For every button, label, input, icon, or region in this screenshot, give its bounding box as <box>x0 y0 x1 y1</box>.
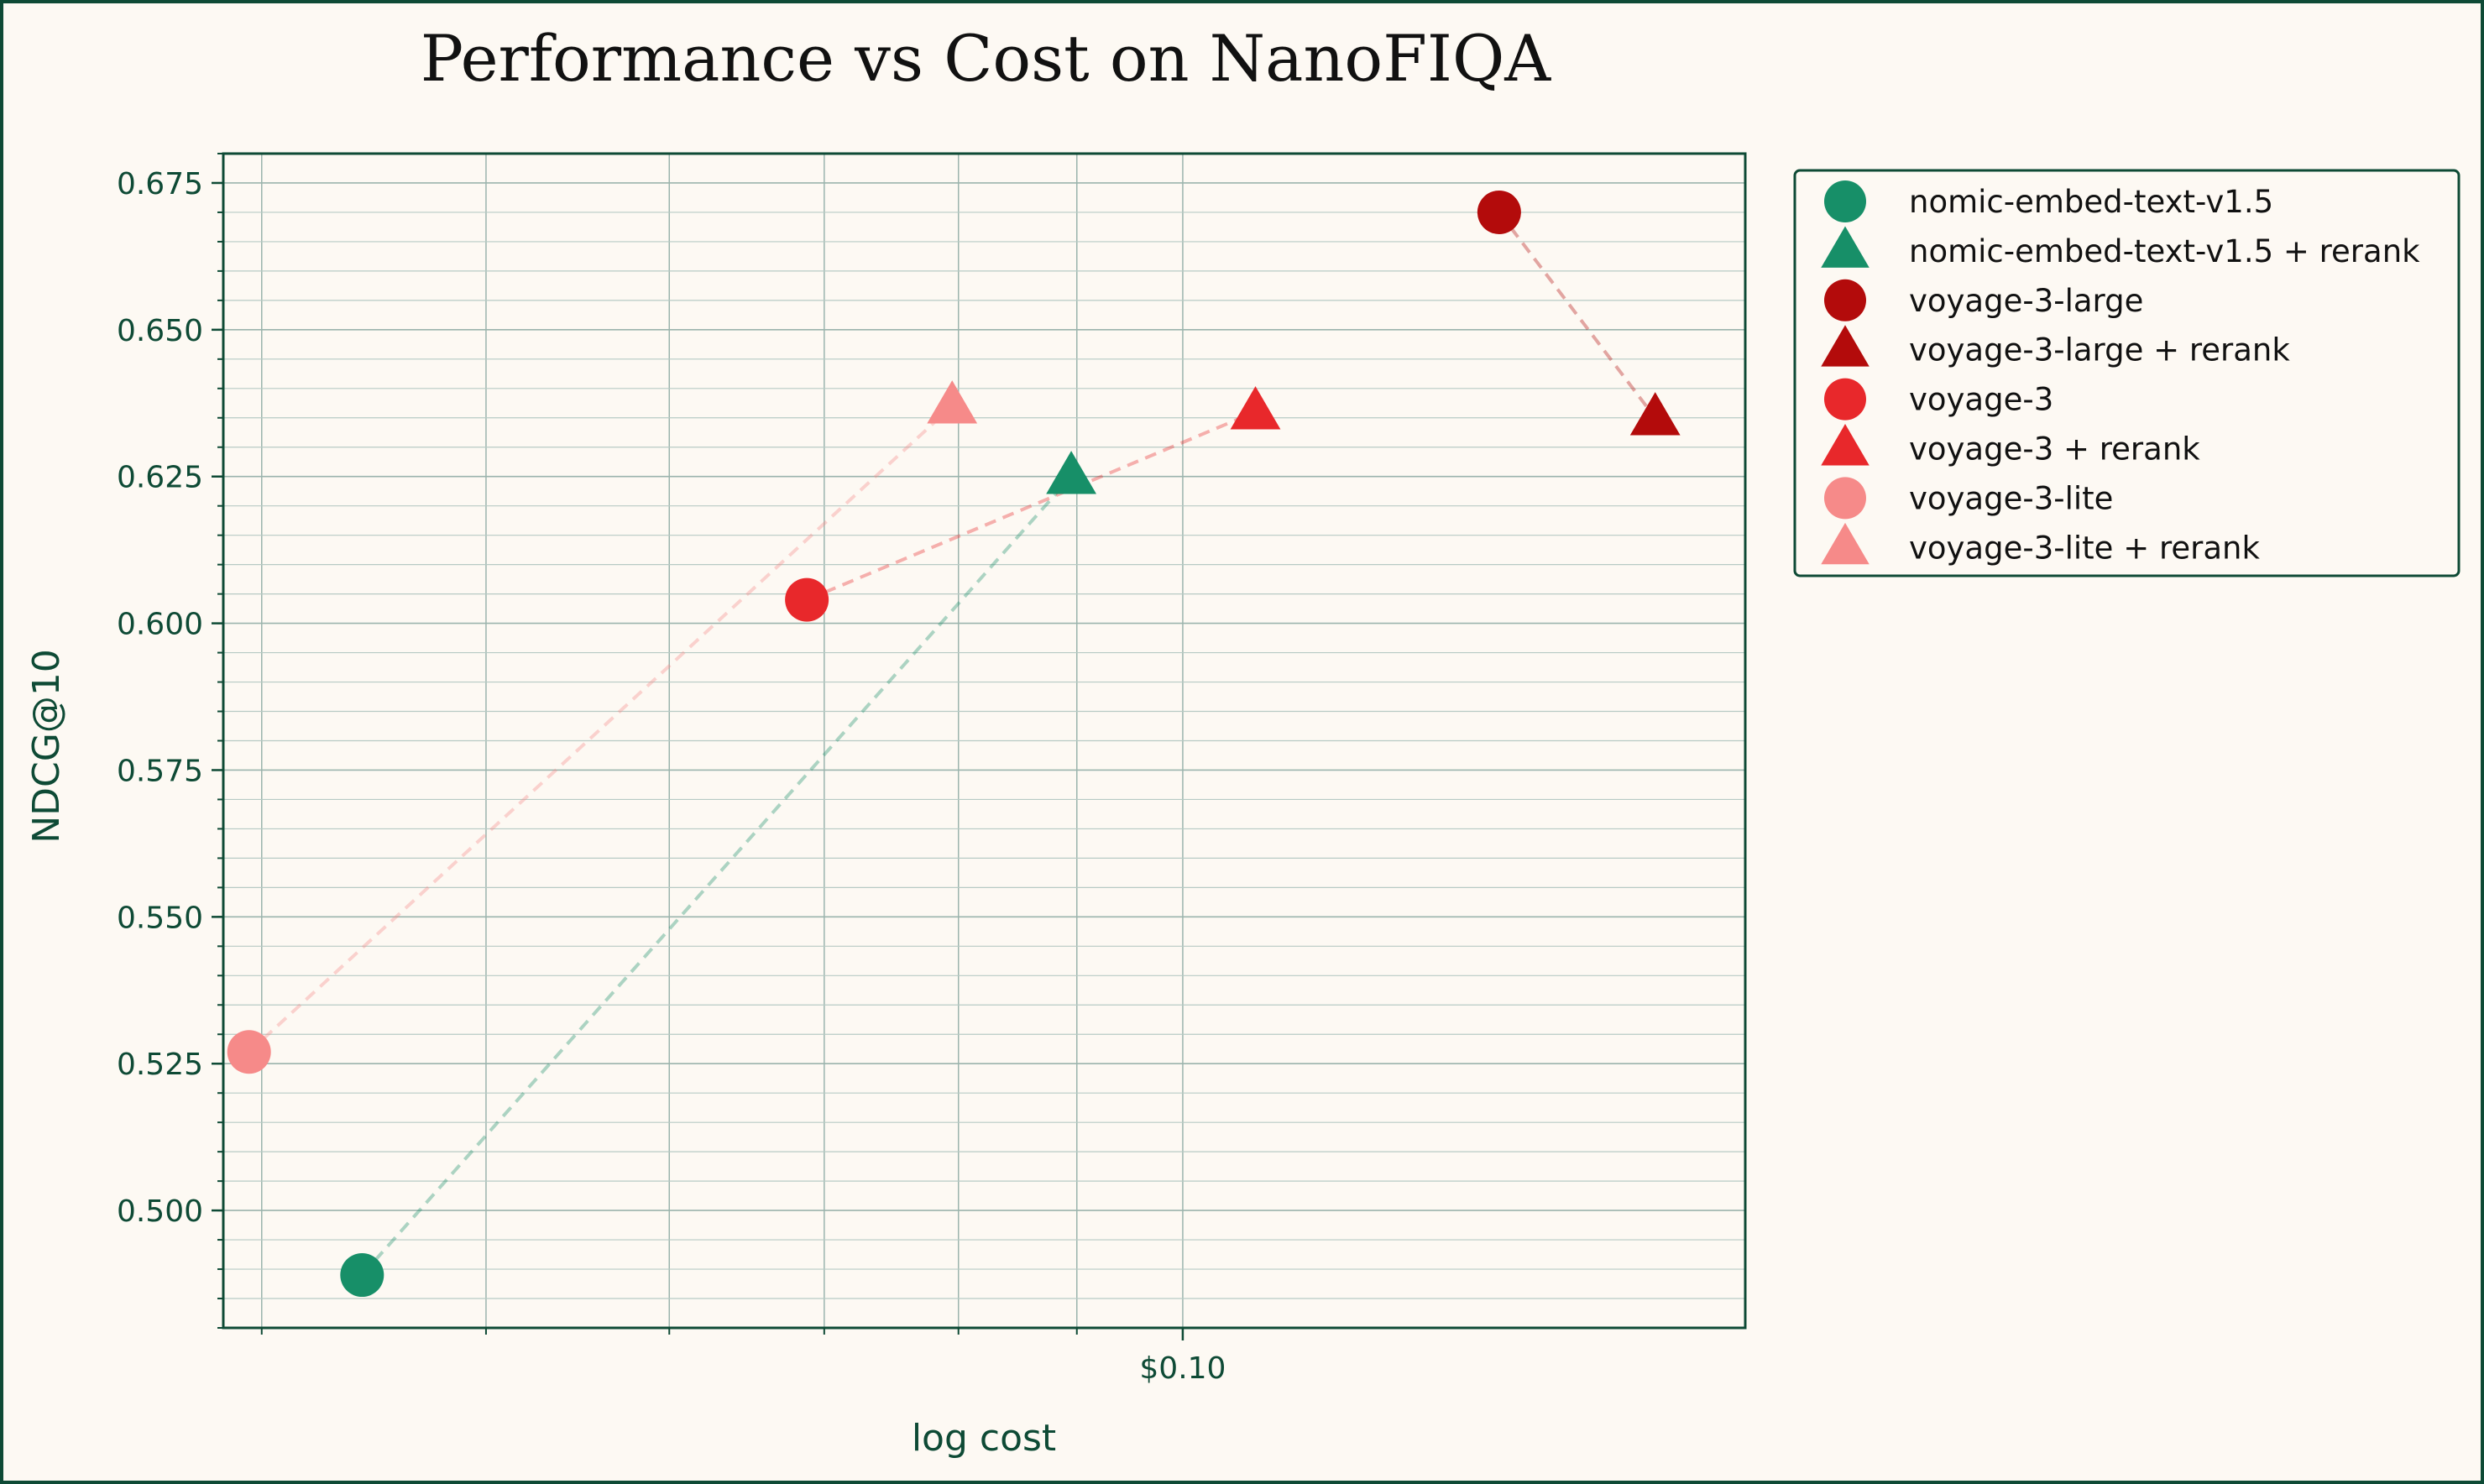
legend-marker-circle <box>1824 180 1866 222</box>
y-tick-label: 0.675 <box>117 167 203 201</box>
legend-label: voyage-3-lite + rerank <box>1909 530 2260 566</box>
legend-marker-triangle <box>1821 522 1870 565</box>
y-axis-label: NDCG@10 <box>25 649 68 844</box>
chart-title: Performance vs Cost on NanoFIQA <box>421 21 1551 96</box>
y-tick-label: 0.625 <box>117 461 203 495</box>
legend-label: voyage-3-lite <box>1909 480 2113 516</box>
y-tick-label: 0.525 <box>117 1048 203 1082</box>
axis-ticks: 0.500 0.525 0.550 0.575 0.600 0.625 0.650 0.675… <box>117 153 1226 1386</box>
legend-label: nomic-embed-text-v1.5 + rerank <box>1909 233 2420 269</box>
grid <box>223 153 1745 1329</box>
y-tick-label: 0.550 <box>117 901 203 935</box>
x-axis-label: log cost <box>912 1417 1056 1460</box>
data-point-triangle <box>1046 451 1096 494</box>
data-point-triangle <box>1230 386 1281 430</box>
data-point-circle <box>340 1253 384 1298</box>
legend-marker-circle <box>1824 378 1866 421</box>
legend-marker-circle <box>1824 477 1866 520</box>
data-point-circle <box>227 1030 271 1074</box>
chart-svg: Performance vs Cost on NanoFIQA 0.5000.5… <box>25 21 2460 1460</box>
data-point-triangle <box>1629 392 1681 436</box>
connector-line <box>360 475 1073 1277</box>
y-tick-label: 0.600 <box>117 608 203 642</box>
legend-marker-triangle <box>1821 325 1870 367</box>
legend-label: voyage-3-large <box>1909 283 2143 319</box>
connector-line <box>806 410 1257 602</box>
y-tick-label: 0.500 <box>117 1194 203 1229</box>
legend-marker-circle <box>1824 279 1866 321</box>
legend-items: nomic-embed-text-v1.5 nomic-embed-text-v1… <box>1821 180 2420 566</box>
y-tick-label: 0.575 <box>117 754 203 788</box>
legend-marker-triangle <box>1821 226 1870 268</box>
legend-label: voyage-3 + rerank <box>1909 431 2200 468</box>
data-point-circle <box>785 577 829 622</box>
legend-label: voyage-3 <box>1909 382 2053 418</box>
y-tick-label: 0.650 <box>117 314 203 348</box>
connector-line <box>1498 211 1657 419</box>
connector-line <box>248 405 954 1053</box>
legend-box <box>1793 169 2460 577</box>
data-point-circle <box>1477 190 1521 234</box>
data-point-triangle <box>927 380 978 424</box>
x-tick-label: $0.10 <box>1139 1351 1226 1386</box>
legend: nomic-embed-text-v1.5 nomic-embed-text-v1… <box>1793 169 2460 577</box>
legend-label: nomic-embed-text-v1.5 <box>1909 184 2273 220</box>
data-markers <box>227 190 1681 1298</box>
legend-marker-triangle <box>1821 424 1870 466</box>
legend-label: voyage-3-large + rerank <box>1909 332 2290 368</box>
connector-lines <box>248 211 1657 1277</box>
